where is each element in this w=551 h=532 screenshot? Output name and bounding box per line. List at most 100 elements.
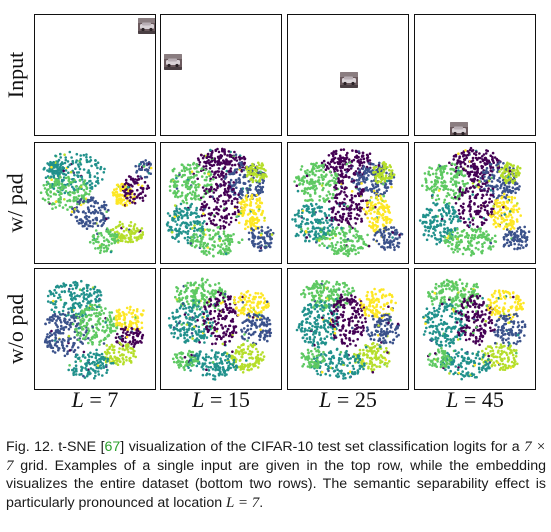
scatter-point: [431, 193, 434, 197]
scatter-point: [440, 217, 444, 221]
scatter-point: [90, 294, 93, 297]
scatter-point: [354, 248, 357, 252]
scatter-point: [354, 252, 357, 256]
scatter-point: [200, 214, 204, 218]
scatter-point: [96, 320, 100, 323]
scatter-point: [489, 169, 493, 172]
scatter-point: [220, 243, 223, 246]
scatter-point: [299, 230, 303, 234]
scatter-point: [58, 193, 61, 197]
scatter-point: [207, 250, 211, 254]
scatter-point: [512, 164, 515, 167]
scatter-point: [236, 201, 239, 204]
row-label-without-pad: w/o pad: [3, 293, 29, 365]
scatter-point: [390, 226, 393, 229]
scatter-point: [516, 210, 520, 214]
scatter-point: [110, 311, 114, 314]
scatter-point: [478, 215, 482, 218]
scatter-point: [356, 217, 359, 221]
scatter-point: [477, 210, 481, 214]
scatter-point: [374, 205, 377, 209]
scatter-point: [508, 230, 511, 233]
scatter-point: [391, 236, 394, 239]
scatter-point: [141, 231, 144, 234]
scatter-point: [491, 236, 494, 240]
scatter-point: [308, 230, 312, 234]
scatter-point: [50, 170, 53, 173]
scatter-point: [340, 226, 343, 230]
scatter-point: [118, 323, 121, 327]
scatter-point: [56, 317, 60, 320]
scatter-point: [424, 181, 428, 184]
scatter-point: [444, 164, 448, 168]
scatter-point: [516, 220, 519, 223]
scatter-point: [245, 165, 249, 169]
scatter-point: [225, 158, 228, 161]
scatter-point: [487, 187, 490, 190]
scatter-point: [103, 200, 106, 204]
scatter-point: [435, 238, 438, 241]
scatter-point: [102, 342, 106, 345]
scatter-point: [71, 322, 75, 326]
scatter-point: [348, 239, 351, 242]
scatter-point: [99, 220, 102, 223]
scatter-point: [352, 158, 356, 162]
scatter-point: [382, 218, 386, 222]
scatter-point: [55, 181, 59, 184]
scatter-point: [64, 176, 68, 180]
scatter-point: [67, 327, 71, 331]
scatter-point: [191, 238, 195, 242]
scatter-point: [503, 190, 507, 193]
scatter-point: [523, 236, 527, 239]
scatter-point: [384, 174, 388, 177]
scatter-point: [335, 173, 339, 177]
scatter-point: [95, 333, 98, 337]
scatter-point: [502, 181, 505, 185]
scatter-point: [505, 234, 508, 238]
scatter-point: [74, 196, 78, 199]
scatter-point: [57, 197, 60, 201]
scatter-point: [125, 188, 128, 191]
scatter-point: [207, 172, 210, 176]
scatter-point: [132, 225, 136, 228]
scatter-point: [107, 244, 111, 247]
scatter-point: [76, 322, 79, 326]
scatter-point: [91, 325, 94, 329]
scatter-point: [257, 242, 261, 245]
scatter-point: [372, 229, 376, 233]
scatter-point: [374, 228, 378, 231]
scatter-point: [304, 187, 308, 190]
scatter-point: [127, 325, 131, 328]
scatter-point: [248, 212, 251, 215]
scatter-point: [228, 241, 232, 244]
scatter-point: [80, 303, 83, 307]
scatter-point: [459, 216, 462, 220]
scatter-point: [146, 168, 150, 172]
scatter-point: [390, 176, 393, 180]
scatter-point: [477, 186, 480, 189]
scatter-point: [60, 161, 64, 164]
scatter-point: [57, 310, 61, 314]
scatter-point: [334, 233, 338, 236]
scatter-point: [469, 254, 473, 257]
scatter-point: [488, 173, 492, 177]
scatter-point: [310, 170, 314, 173]
scatter-point: [245, 194, 249, 197]
scatter-point: [181, 184, 184, 187]
scatter-point: [108, 311, 111, 314]
scatter-point: [425, 238, 429, 242]
scatter-point: [193, 166, 196, 170]
scatter-point: [318, 244, 321, 247]
scatter-point: [368, 170, 371, 174]
scatter-point: [504, 181, 508, 185]
scatter-point: [501, 190, 505, 193]
scatter-point: [225, 244, 228, 248]
scatter-point: [385, 171, 388, 175]
scatter-point: [95, 216, 98, 220]
scatter-point: [385, 189, 388, 193]
scatter-point: [85, 293, 88, 296]
scatter-point: [368, 199, 372, 202]
scatter-point: [259, 191, 262, 195]
scatter-point: [320, 173, 323, 177]
scatter-point: [459, 162, 462, 166]
